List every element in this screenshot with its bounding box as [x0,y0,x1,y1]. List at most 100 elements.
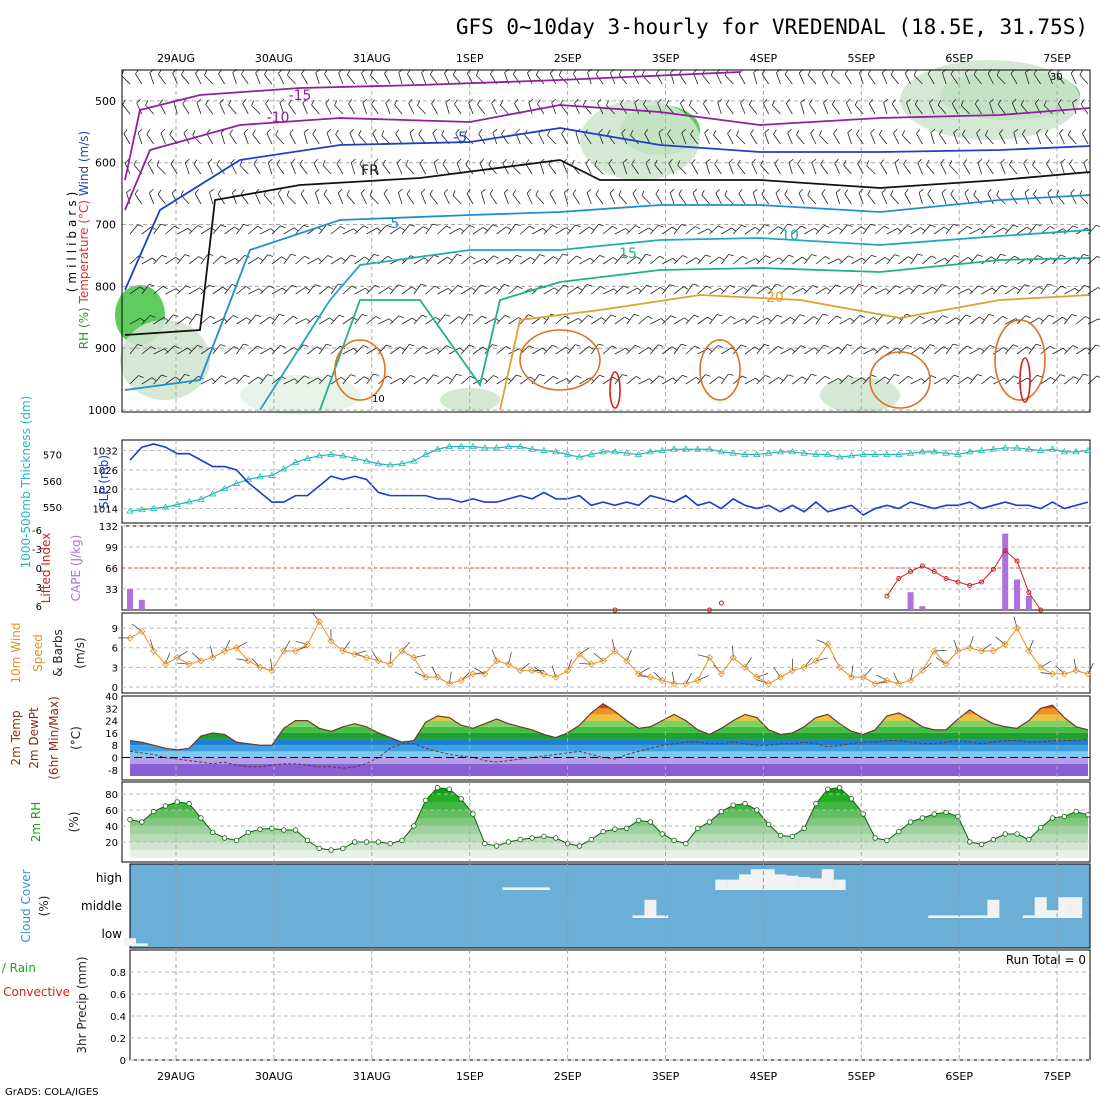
barb-flag [681,224,687,227]
thickness-point [280,465,288,472]
barb-shaft [248,376,259,385]
barb-shaft [449,285,459,295]
wind-barb [1023,158,1030,175]
wind-barb [271,225,286,235]
wind-barb [839,255,854,265]
barb-shaft [224,377,236,385]
barb-flag [221,255,227,259]
barb-flag [1013,128,1019,133]
barb-flag [728,373,734,376]
barb-flag [317,377,323,382]
barb-shaft [910,227,921,235]
barb-flag [199,287,204,292]
barb-flag [797,159,802,165]
barb-shaft [1079,74,1089,85]
wind-barb [153,285,168,295]
barb-flag [234,226,240,231]
barb-shaft [433,162,438,175]
wind-barb [590,254,605,265]
barb-shaft [922,286,933,295]
barb-shaft [662,377,673,385]
barb-shaft [831,104,840,115]
barb-flag [715,188,720,194]
barb-shaft [1072,102,1077,115]
wind-barb [668,158,675,175]
barb-shaft [1016,226,1028,235]
barb-flag [240,189,245,195]
wind-barb [259,316,275,325]
barb-shaft [724,74,734,85]
barb-shaft [543,344,553,355]
barb-shaft [264,74,273,85]
wind-barb [827,346,843,355]
barb-flag [1096,375,1100,379]
barb-flag [953,224,959,227]
wind-barb [354,225,369,235]
wind-barb [665,99,675,115]
low-cloud-bar [124,938,136,946]
barb-flag [373,373,379,376]
barb-flag [943,226,949,231]
barb-shaft [951,103,959,115]
rh-point [765,821,772,828]
wind-barb [508,223,521,235]
barb-shaft [394,104,403,115]
wind-barb [567,344,581,355]
barb-flag [763,98,768,104]
barb-shaft [666,104,675,115]
barb-shaft [413,284,422,295]
barb-flag [323,189,328,195]
barb-shaft [196,102,202,115]
barb-shaft [378,287,389,295]
barb-shaft [750,133,758,145]
temp-ylabel: 2m Temp [9,710,23,765]
barb-shaft [219,102,225,115]
barb-flag [341,257,346,262]
barb-shaft [449,316,460,325]
wind-barb [1087,224,1100,235]
cape-bar [138,599,145,610]
barb-shaft [373,162,379,175]
wind-barb [644,129,651,145]
thickness-point [291,458,300,465]
barb-shaft [472,315,483,325]
barb-flag [774,159,779,164]
wind-barb [792,225,807,235]
barb-shaft [188,314,197,325]
barb-flag [539,374,545,377]
barb-shaft [999,133,1006,145]
wind-barb [224,346,239,355]
middle-cloud-bar [928,915,941,918]
barb-shaft [177,316,188,325]
wind-speed-point [564,667,572,675]
precip-tick: 0.2 [110,1034,126,1045]
temp-tick: 16 [105,729,118,740]
wind-barb [1016,226,1032,235]
wind-barb [752,188,758,205]
barb-shaft [1047,72,1053,85]
barb-shaft [886,285,896,295]
barb-shaft [1052,348,1064,355]
barb-shaft [496,284,505,295]
barb-shaft [611,639,616,652]
barb-flag [1074,287,1080,292]
barb-flag [1044,129,1049,135]
barb-shaft [401,255,411,265]
wind-barb [977,158,983,175]
barb-shaft [220,132,225,145]
barb-flag [340,376,346,381]
barb-flag [300,189,305,195]
barb-flag [196,98,202,104]
wind-barb [1079,70,1089,85]
thickness-point [989,445,998,452]
barb-shaft [773,134,781,145]
barb-flag [290,158,296,164]
wind-barb [1004,224,1019,235]
wind-barb [1056,69,1065,85]
barb-flag [161,254,168,258]
barb-shaft [808,103,817,115]
barb-flag [796,129,800,135]
wind-barb [756,374,771,385]
rh-point [493,843,500,849]
barb-shaft [385,102,391,115]
